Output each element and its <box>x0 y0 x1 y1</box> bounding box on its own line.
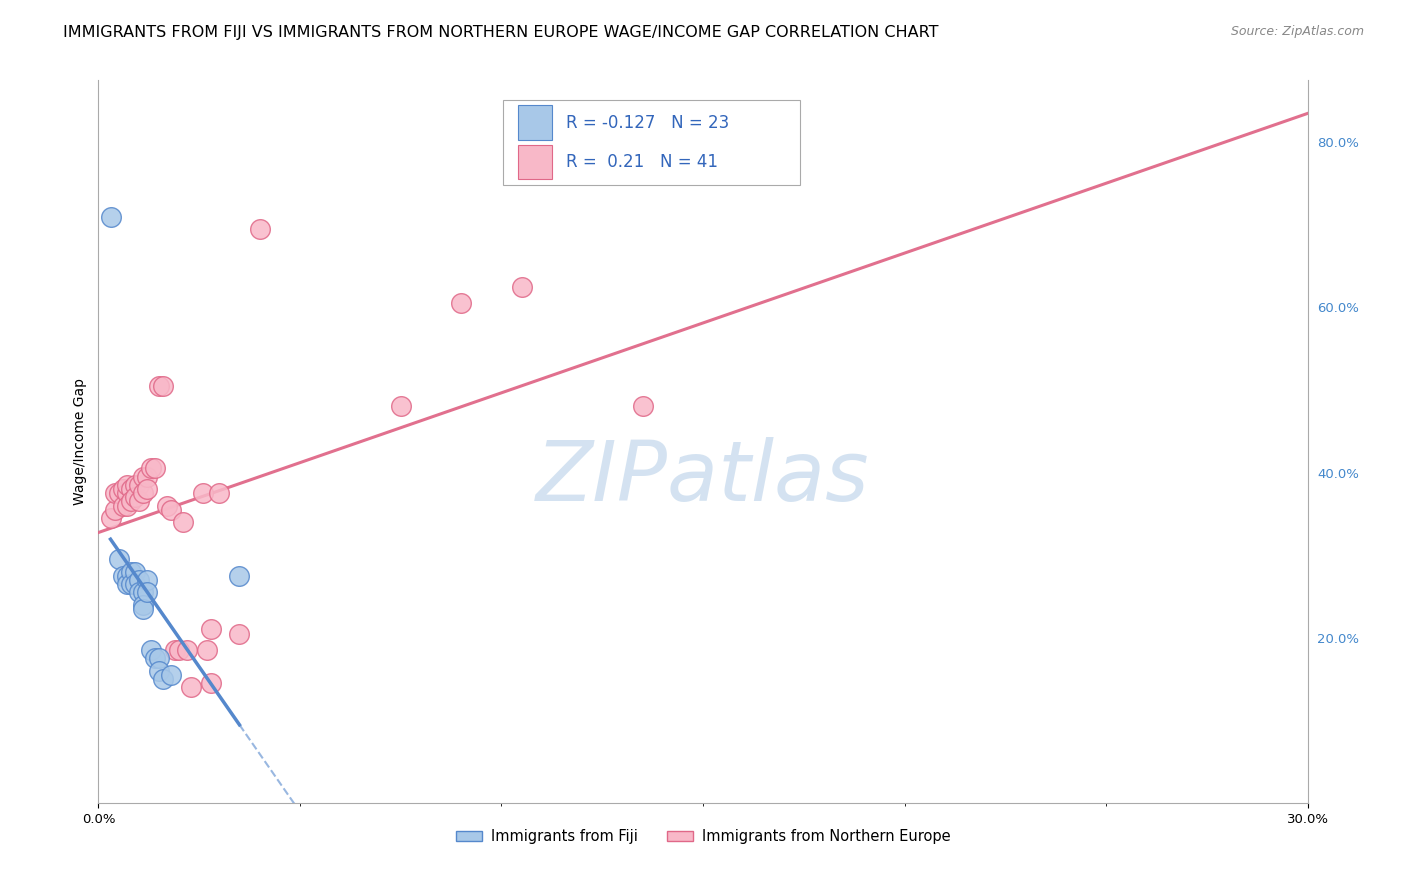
Point <box>111 499 134 513</box>
Point <box>193 486 215 500</box>
Text: R =  0.21   N = 41: R = 0.21 N = 41 <box>567 153 718 171</box>
Point <box>163 643 186 657</box>
Point <box>132 585 155 599</box>
Point <box>135 482 157 496</box>
Point <box>132 601 155 615</box>
Point <box>195 643 218 657</box>
Point <box>120 565 142 579</box>
Point <box>510 279 533 293</box>
Point <box>160 668 183 682</box>
Point <box>111 568 134 582</box>
FancyBboxPatch shape <box>517 145 553 179</box>
Point <box>120 494 142 508</box>
Point <box>128 573 150 587</box>
Point <box>160 502 183 516</box>
Point <box>124 478 146 492</box>
Point <box>180 680 202 694</box>
Point <box>115 486 138 500</box>
Point <box>135 585 157 599</box>
Point <box>135 469 157 483</box>
Point <box>148 379 170 393</box>
Point <box>156 499 179 513</box>
Point <box>208 486 231 500</box>
Point <box>249 222 271 236</box>
Point <box>103 486 125 500</box>
Text: Source: ZipAtlas.com: Source: ZipAtlas.com <box>1230 25 1364 38</box>
Point <box>124 577 146 591</box>
Point <box>100 511 122 525</box>
Text: R = -0.127   N = 23: R = -0.127 N = 23 <box>567 114 730 132</box>
Point <box>200 676 222 690</box>
Point <box>148 664 170 678</box>
Text: IMMIGRANTS FROM FIJI VS IMMIGRANTS FROM NORTHERN EUROPE WAGE/INCOME GAP CORRELAT: IMMIGRANTS FROM FIJI VS IMMIGRANTS FROM … <box>63 25 939 40</box>
Point <box>115 568 138 582</box>
Point <box>176 643 198 657</box>
Legend: Immigrants from Fiji, Immigrants from Northern Europe: Immigrants from Fiji, Immigrants from No… <box>450 823 956 850</box>
Point <box>228 626 250 640</box>
Point <box>139 643 162 657</box>
FancyBboxPatch shape <box>517 105 553 140</box>
Point <box>143 651 166 665</box>
Point <box>631 400 654 414</box>
Y-axis label: Wage/Income Gap: Wage/Income Gap <box>73 378 87 505</box>
Point <box>124 565 146 579</box>
Point <box>143 461 166 475</box>
Point <box>152 379 174 393</box>
Point <box>148 651 170 665</box>
Point <box>135 573 157 587</box>
Point <box>132 486 155 500</box>
Point <box>132 598 155 612</box>
Point <box>139 461 162 475</box>
Point <box>200 623 222 637</box>
Point <box>120 482 142 496</box>
Point <box>128 585 150 599</box>
Point <box>103 502 125 516</box>
Point <box>128 478 150 492</box>
Point <box>107 486 129 500</box>
Point <box>167 643 190 657</box>
Point <box>115 478 138 492</box>
Point <box>115 577 138 591</box>
Text: ZIPatlas: ZIPatlas <box>536 437 870 518</box>
Point <box>228 568 250 582</box>
Point <box>115 499 138 513</box>
Point <box>120 577 142 591</box>
Point <box>450 296 472 310</box>
FancyBboxPatch shape <box>503 100 800 185</box>
Point <box>128 494 150 508</box>
Point <box>124 490 146 504</box>
Point <box>100 210 122 224</box>
Point <box>172 515 194 529</box>
Point <box>152 672 174 686</box>
Point <box>107 552 129 566</box>
Point <box>389 400 412 414</box>
Point <box>111 482 134 496</box>
Point <box>132 469 155 483</box>
